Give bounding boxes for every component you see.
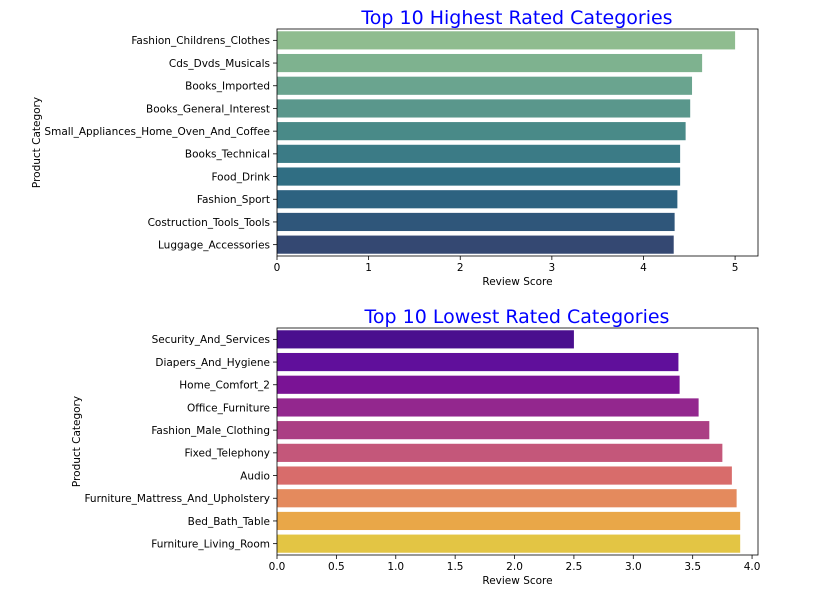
bar bbox=[277, 190, 678, 209]
bar bbox=[277, 443, 723, 462]
y-axis-label: Product Category bbox=[71, 396, 83, 487]
bar bbox=[277, 375, 680, 394]
x-tick-label: 0 bbox=[274, 262, 281, 274]
x-tick-label: 1 bbox=[365, 262, 372, 274]
y-axis-label: Product Category bbox=[31, 97, 43, 188]
axes-frame bbox=[276, 28, 759, 257]
bar bbox=[277, 330, 574, 349]
category-label: Bed_Bath_Table bbox=[188, 516, 270, 528]
bar bbox=[277, 31, 736, 50]
x-tick-label: 4.0 bbox=[744, 561, 761, 573]
x-axis-label: Review Score bbox=[482, 276, 552, 288]
category-label: Fashion_Childrens_Clothes bbox=[131, 35, 270, 47]
bar bbox=[277, 212, 675, 232]
bar bbox=[277, 76, 693, 95]
x-tick-label: 4 bbox=[640, 262, 647, 274]
x-tick-label: 2.0 bbox=[506, 561, 523, 573]
bottom-chart-title: Top 10 Lowest Rated Categories bbox=[364, 306, 670, 328]
category-label: Home_Comfort_2 bbox=[179, 380, 270, 392]
category-label: Small_Appliances_Home_Oven_And_Coffee bbox=[44, 126, 270, 138]
category-label: Furniture_Mattress_And_Upholstery bbox=[84, 493, 270, 505]
x-tick-label: 1.0 bbox=[387, 561, 404, 573]
category-label: Books_Imported bbox=[185, 81, 270, 93]
category-label: Cds_Dvds_Musicals bbox=[169, 58, 270, 70]
x-tick-label: 1.5 bbox=[447, 561, 464, 573]
category-label: Security_And_Services bbox=[152, 334, 270, 346]
category-label: Fashion_Male_Clothing bbox=[151, 425, 270, 437]
category-label: Office_Furniture bbox=[187, 402, 270, 414]
category-label: Diapers_And_Hygiene bbox=[155, 357, 270, 369]
category-label: Audio bbox=[240, 470, 270, 482]
category-label: Furniture_Living_Room bbox=[151, 538, 270, 550]
axes-frame bbox=[276, 327, 759, 556]
bar bbox=[277, 421, 710, 440]
top-chart: Top 10 Highest Rated Categories Fashion_C… bbox=[31, 7, 759, 288]
x-axis-label: Review Score bbox=[482, 575, 552, 587]
x-tick-label: 3 bbox=[549, 262, 556, 274]
bar bbox=[277, 511, 741, 531]
category-label: Fashion_Sport bbox=[197, 194, 270, 206]
bar bbox=[277, 466, 732, 485]
x-tick-label: 5 bbox=[732, 262, 739, 274]
x-tick-label: 2 bbox=[457, 262, 464, 274]
bar bbox=[277, 53, 703, 73]
x-tick-label: 3.5 bbox=[684, 561, 701, 573]
bar bbox=[277, 144, 681, 163]
bar bbox=[277, 167, 681, 186]
bar bbox=[277, 352, 679, 372]
top-chart-title: Top 10 Highest Rated Categories bbox=[360, 7, 672, 29]
category-label: Books_Technical bbox=[185, 149, 270, 161]
category-label: Costruction_Tools_Tools bbox=[148, 217, 270, 229]
bar bbox=[277, 534, 741, 553]
bar bbox=[277, 122, 686, 141]
bottom-chart: Top 10 Lowest Rated Categories Security_A… bbox=[71, 306, 760, 587]
category-label: Fixed_Telephony bbox=[184, 448, 270, 460]
x-tick-label: 0.5 bbox=[328, 561, 345, 573]
category-label: Food_Drink bbox=[212, 171, 271, 183]
bar bbox=[277, 489, 737, 508]
x-tick-label: 0.0 bbox=[269, 561, 286, 573]
category-label: Luggage_Accessories bbox=[158, 239, 270, 251]
x-tick-label: 2.5 bbox=[566, 561, 583, 573]
category-label: Books_General_Interest bbox=[146, 103, 270, 115]
x-tick-label: 3.0 bbox=[625, 561, 642, 573]
bar bbox=[277, 99, 691, 118]
bar bbox=[277, 398, 699, 417]
bar bbox=[277, 235, 674, 254]
